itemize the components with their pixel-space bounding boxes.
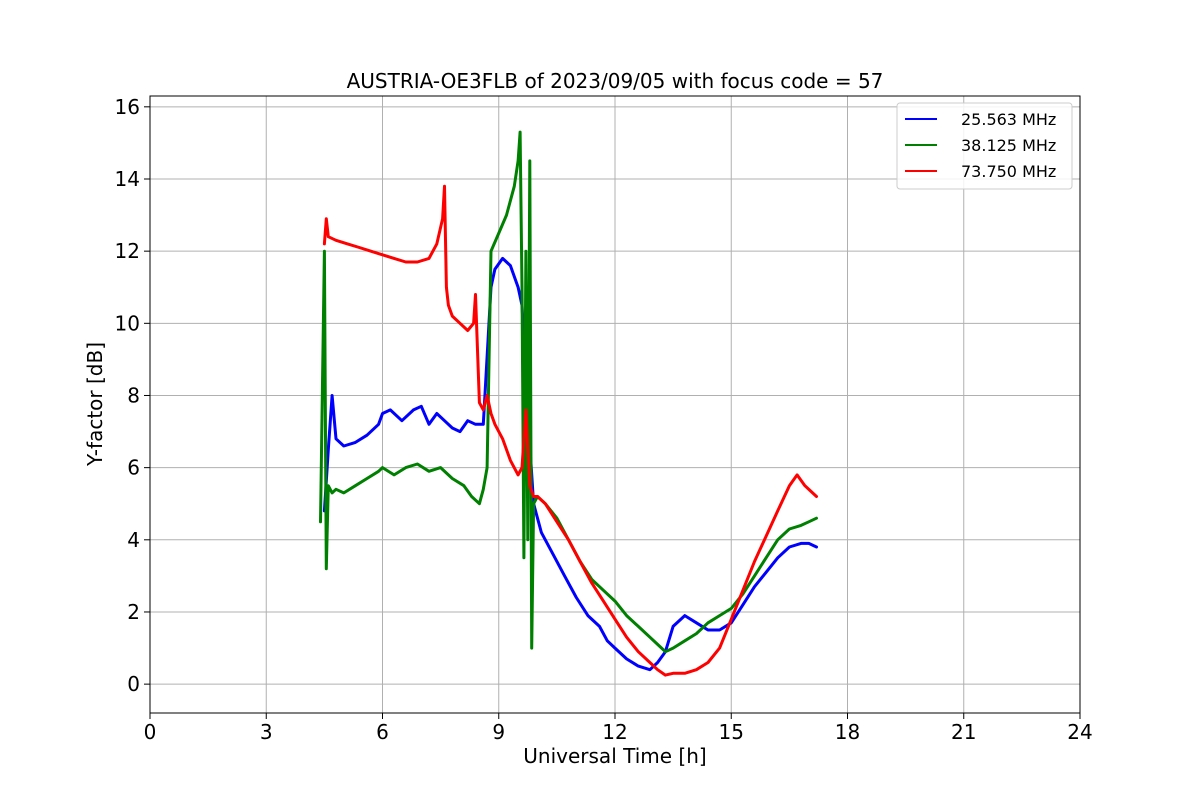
series-line-2 — [319, 130, 818, 654]
y-tick-label: 4 — [127, 528, 140, 552]
chart-title: AUSTRIA-OE3FLB of 2023/09/05 with focus … — [347, 69, 884, 93]
y-tick-label: 14 — [115, 167, 140, 191]
series-layer — [319, 130, 818, 677]
x-tick-label: 24 — [1067, 720, 1092, 744]
x-tick-label: 9 — [492, 720, 505, 744]
y-tick-label: 2 — [127, 600, 140, 624]
series-line-3 — [322, 184, 818, 677]
x-tick-label: 21 — [951, 720, 976, 744]
x-tick-label: 3 — [260, 720, 273, 744]
y-tick-label: 10 — [115, 311, 140, 335]
y-tick-label: 16 — [115, 95, 140, 119]
legend-entry-label: 73.750 MHz — [961, 162, 1056, 181]
x-tick-label: 6 — [376, 720, 389, 744]
legend-entry-label: 25.563 MHz — [961, 110, 1056, 129]
y-tick-label: 8 — [127, 383, 140, 407]
legend-box — [896, 102, 1073, 190]
legend-entry-label: 38.125 MHz — [961, 136, 1056, 155]
x-tick-label: 0 — [144, 720, 157, 744]
x-axis-label: Universal Time [h] — [523, 744, 706, 768]
x-tick-label: 15 — [719, 720, 744, 744]
y-tick-label: 0 — [127, 672, 140, 696]
x-tick-label: 12 — [602, 720, 627, 744]
x-tick-label: 18 — [835, 720, 860, 744]
y-tick-label: 6 — [127, 456, 140, 480]
y-tick-label: 12 — [115, 239, 140, 263]
y-axis-label: Y-factor [dB] — [83, 342, 107, 467]
legend: 25.563 MHz 38.125 MHz 73.750 MHz — [896, 102, 1073, 190]
